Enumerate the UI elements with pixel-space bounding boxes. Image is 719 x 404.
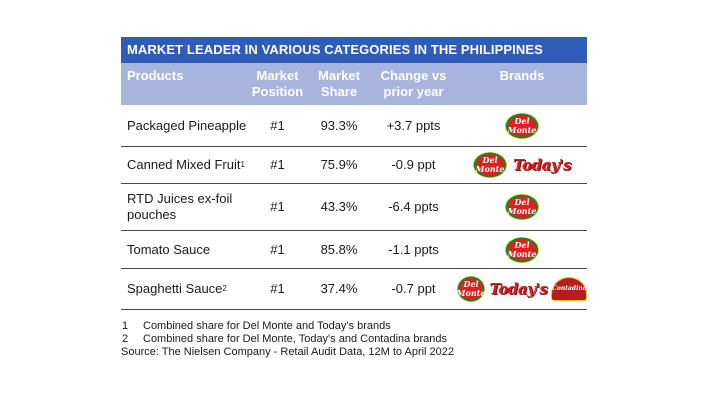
source-note: Source: The Nielsen Company - Retail Aud…	[121, 346, 455, 358]
share-cell: 43.3%	[320, 199, 358, 214]
header-market-position: Market Position	[251, 68, 304, 99]
footnote-2: 2 Combined share for Del Monte, Today's a…	[122, 333, 447, 345]
del-monte-logo-icon: Del Monte	[505, 112, 539, 139]
share-cell: 37.4%	[320, 281, 358, 296]
brands-cell: Del Monte Today's	[457, 152, 587, 178]
contadina-logo-icon: Contadina	[551, 277, 588, 301]
header-change: Change vs prior year	[380, 68, 447, 99]
product-cell: Spaghetti Sauce 2	[127, 281, 227, 296]
change-cell: -1.1 ppts	[388, 241, 439, 257]
del-monte-logo-icon: Del Monte	[473, 152, 508, 178]
change-cell: -0.7 ppt	[391, 281, 436, 296]
brands-cell: Del Monte	[457, 236, 587, 263]
product-cell: RTD Juices ex-foil pouches	[127, 191, 233, 222]
share-cell: 93.3%	[320, 117, 358, 133]
footnotes: 1 Combined share for Del Monte and Today'…	[121, 320, 587, 359]
todays-logo-icon: Today's	[513, 156, 571, 174]
change-cell: -6.4 ppts	[388, 199, 439, 214]
position-cell: #1	[270, 157, 285, 172]
table-row: RTD Juices ex-foil pouches #1 43.3% -6.4…	[121, 184, 587, 231]
table-row: Tomato Sauce #1 85.8% -1.1 ppts Del Monte	[121, 231, 587, 269]
share-cell: 85.8%	[320, 241, 358, 257]
del-monte-logo-icon: Del Monte	[505, 194, 539, 220]
table-title: MARKET LEADER IN VARIOUS CATEGORIES IN T…	[121, 37, 587, 63]
position-cell: #1	[270, 199, 285, 214]
market-leader-table: MARKET LEADER IN VARIOUS CATEGORIES IN T…	[121, 37, 588, 359]
table-row: Canned Mixed Fruit 1 #1 75.9% -0.9 ppt De…	[121, 147, 587, 184]
share-cell: 75.9%	[320, 157, 358, 172]
change-cell: -0.9 ppt	[391, 157, 436, 172]
todays-logo-icon: Today's	[489, 280, 548, 298]
del-monte-logo-icon: Del Monte	[505, 236, 539, 263]
position-cell: #1	[270, 241, 285, 257]
brands-cell: Del Monte	[457, 194, 587, 220]
table-header: Products Market Position Market Share Chan…	[121, 63, 587, 105]
position-cell: #1	[270, 281, 285, 296]
product-cell: Tomato Sauce	[127, 241, 211, 257]
brands-cell: Del Monte Today's Contadina	[456, 276, 588, 302]
table-row: Packaged Pineapple #1 93.3% +3.7 ppts De…	[121, 105, 587, 147]
header-brands: Brands	[499, 68, 545, 83]
brands-cell: Del Monte	[457, 112, 587, 139]
header-market-share: Market Share	[318, 68, 360, 99]
position-cell: #1	[270, 117, 285, 133]
product-cell: Packaged Pineapple	[127, 117, 247, 133]
change-cell: +3.7 ppts	[386, 117, 441, 133]
header-products: Products	[127, 68, 184, 83]
footnote-1: 1 Combined share for Del Monte and Today'…	[122, 320, 391, 332]
product-cell: Canned Mixed Fruit 1	[127, 157, 245, 172]
del-monte-logo-icon: Del Monte	[456, 276, 486, 302]
table-row: Spaghetti Sauce 2 #1 37.4% -0.7 ppt Del Mo…	[121, 269, 588, 310]
